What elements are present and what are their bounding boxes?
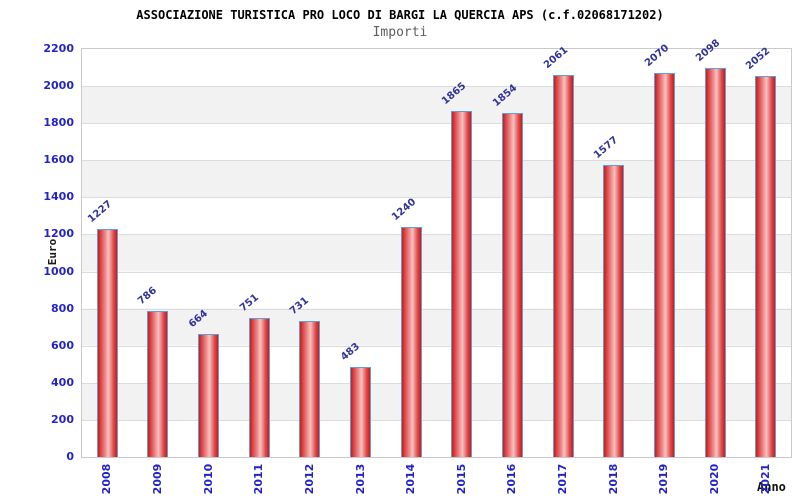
bar-value-label-2019: 2070 xyxy=(642,42,672,70)
bar-2009 xyxy=(147,311,169,457)
x-tick-2014: 2014 xyxy=(404,463,418,495)
bar-value-label-2012: 731 xyxy=(288,295,312,318)
bar-2010 xyxy=(198,333,220,457)
x-tick-2009: 2009 xyxy=(150,463,164,495)
x-tick-2016: 2016 xyxy=(505,463,519,495)
bar-2013 xyxy=(350,367,372,457)
plot-area: 1227 786 664 751 731 483 1240 1865 1854 2061 1577 2… xyxy=(81,38,792,458)
bar-2016 xyxy=(501,113,523,457)
bar-value-label-2011: 751 xyxy=(237,291,261,314)
bar-2018 xyxy=(603,164,625,457)
bar-value-label-2009: 786 xyxy=(136,285,160,308)
bar-2017 xyxy=(552,74,574,457)
bar-value-label-2021: 2052 xyxy=(744,46,773,73)
y-tick-800: 800 xyxy=(51,301,74,315)
y-tick-400: 400 xyxy=(51,375,74,389)
y-tick-200: 200 xyxy=(51,412,74,426)
x-tick-2020: 2020 xyxy=(708,463,722,495)
y-tick-0: 0 xyxy=(66,450,74,463)
y-tick-2200: 2200 xyxy=(43,42,74,55)
gridline-y-1600 xyxy=(82,160,791,162)
x-tick-2021: 2021 xyxy=(758,463,772,495)
bar-value-label-2008: 1227 xyxy=(85,199,115,226)
x-tick-2012: 2012 xyxy=(302,463,316,495)
gridline-y-1400 xyxy=(82,197,791,199)
bar-value-label-2018: 1577 xyxy=(592,134,621,161)
bar-value-label-2020: 2098 xyxy=(693,37,722,64)
gridline-y-400 xyxy=(82,382,791,384)
bar-2019 xyxy=(653,73,675,457)
x-tick-2013: 2013 xyxy=(353,463,367,495)
bar-2011 xyxy=(248,317,270,457)
y-tick-1800: 1800 xyxy=(43,116,74,130)
bar-value-label-2015: 1865 xyxy=(440,80,469,108)
bar-2008 xyxy=(96,229,118,457)
bar-value-label-2014: 1240 xyxy=(389,196,419,224)
x-tick-2018: 2018 xyxy=(606,463,620,495)
chart-subtitle: Importi xyxy=(372,25,428,40)
bar-2020 xyxy=(704,67,726,457)
gridline-y-2000 xyxy=(82,86,791,88)
bar-value-label-2010: 664 xyxy=(187,308,211,330)
bar-2014 xyxy=(400,227,422,457)
gridline-y-600 xyxy=(82,345,791,347)
y-tick-1200: 1200 xyxy=(43,227,74,241)
gridline-y-200 xyxy=(82,419,791,421)
y-tick-600: 600 xyxy=(51,338,74,352)
x-axis-title: Anno xyxy=(757,480,786,494)
bar-value-label-2017: 2061 xyxy=(541,44,570,71)
chart-title: ASSOCIAZIONE TURISTICA PRO LOCO DI BARGI… xyxy=(136,8,664,22)
x-tick-2011: 2011 xyxy=(252,463,266,495)
bar-2021 xyxy=(755,76,777,457)
x-tick-2017: 2017 xyxy=(556,463,570,495)
gridline-y-1000 xyxy=(82,271,791,273)
x-tick-2010: 2010 xyxy=(201,463,215,495)
y-tick-1600: 1600 xyxy=(43,153,74,167)
y-tick-2000: 2000 xyxy=(43,79,74,93)
gridline-y-1200 xyxy=(82,234,791,236)
y-tick-1000: 1000 xyxy=(43,264,74,278)
y-tick-1400: 1400 xyxy=(43,190,74,204)
gridline-y-800 xyxy=(82,308,791,310)
gridline-y-1800 xyxy=(82,123,791,125)
x-tick-2015: 2015 xyxy=(454,463,468,495)
x-tick-2008: 2008 xyxy=(100,463,114,495)
bar-2015 xyxy=(451,111,473,457)
x-tick-2019: 2019 xyxy=(657,463,671,495)
bar-2012 xyxy=(299,321,321,457)
